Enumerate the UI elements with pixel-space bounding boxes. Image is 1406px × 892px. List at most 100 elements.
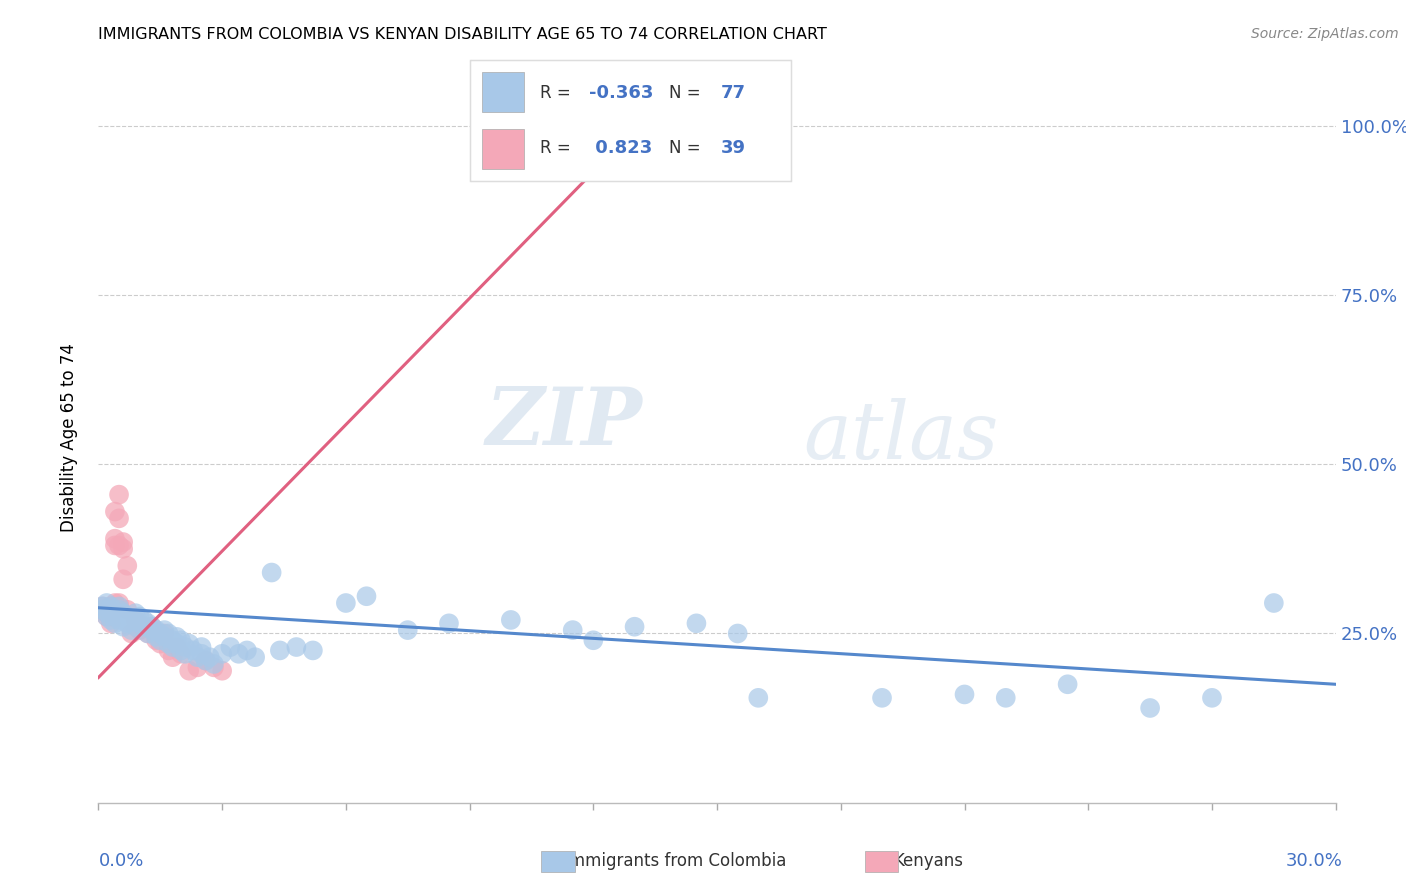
Point [96,609,118,624]
Point [437,616,460,631]
Point [132,620,155,634]
Point [202,660,225,674]
Point [104,606,127,620]
Point [108,596,131,610]
Point [117,609,139,624]
Point [181,643,204,657]
Point [179,637,201,651]
Point [166,640,188,654]
Point [179,664,201,678]
Point [149,633,172,648]
Point [100,616,122,631]
Point [1263,596,1285,610]
Text: N =: N = [669,84,700,102]
Point [104,505,127,519]
Point [194,654,217,668]
Point [162,650,184,665]
FancyBboxPatch shape [482,129,524,169]
Text: IMMIGRANTS FROM COLOMBIA VS KENYAN DISABILITY AGE 65 TO 74 CORRELATION CHART: IMMIGRANTS FROM COLOMBIA VS KENYAN DISAB… [98,27,827,42]
Point [162,633,184,648]
Point [141,620,163,634]
Point [120,613,142,627]
Point [128,609,150,624]
Point [243,650,266,665]
Text: Kenyans: Kenyans [893,852,963,870]
Point [91,599,114,614]
Point [100,599,122,614]
Point [211,647,233,661]
Point [335,596,357,610]
Point [108,511,131,525]
Text: 30.0%: 30.0% [1286,852,1343,870]
Point [108,599,131,614]
Point [302,643,325,657]
Point [285,640,308,654]
Point [124,606,146,620]
Point [561,623,583,637]
Point [132,620,155,634]
Point [260,566,283,580]
Point [211,664,233,678]
Point [124,613,146,627]
Point [153,630,176,644]
Point [112,609,135,624]
Point [1201,690,1223,705]
Point [157,643,180,657]
Point [153,626,176,640]
Point [870,690,893,705]
Point [132,613,155,627]
Text: atlas: atlas [804,399,1000,475]
FancyBboxPatch shape [482,72,524,112]
Point [269,643,291,657]
Point [685,616,707,631]
Point [136,626,159,640]
Point [236,643,259,657]
Point [186,650,208,665]
Text: Source: ZipAtlas.com: Source: ZipAtlas.com [1251,27,1399,41]
Point [112,535,135,549]
Point [157,626,180,640]
Point [149,626,172,640]
Point [100,603,122,617]
Text: N =: N = [669,139,700,158]
Point [1139,701,1161,715]
Point [499,613,522,627]
Point [104,616,127,631]
Point [747,690,769,705]
Text: 0.0%: 0.0% [98,852,143,870]
Point [170,633,193,648]
Point [112,572,135,586]
Point [104,532,127,546]
Point [145,623,167,637]
Point [91,603,114,617]
Point [108,538,131,552]
Point [96,606,118,620]
Point [727,626,749,640]
Point [174,640,197,654]
Y-axis label: Disability Age 65 to 74: Disability Age 65 to 74 [59,343,77,532]
Point [124,620,146,634]
Point [202,657,225,671]
Point [623,119,645,133]
Point [141,623,163,637]
Point [100,599,122,614]
Point [136,616,159,631]
Point [582,633,605,648]
Point [112,620,135,634]
Text: R =: R = [540,84,571,102]
Point [96,606,118,620]
Text: ZIP: ZIP [486,384,643,461]
Point [104,596,127,610]
Point [145,633,167,648]
Point [108,613,131,627]
Point [104,538,127,552]
Point [356,589,378,603]
Point [228,647,250,661]
Text: 77: 77 [720,84,745,102]
Point [170,643,193,657]
Text: -0.363: -0.363 [589,84,652,102]
Point [104,609,127,624]
Point [623,620,645,634]
Point [96,596,118,610]
Point [953,688,976,702]
